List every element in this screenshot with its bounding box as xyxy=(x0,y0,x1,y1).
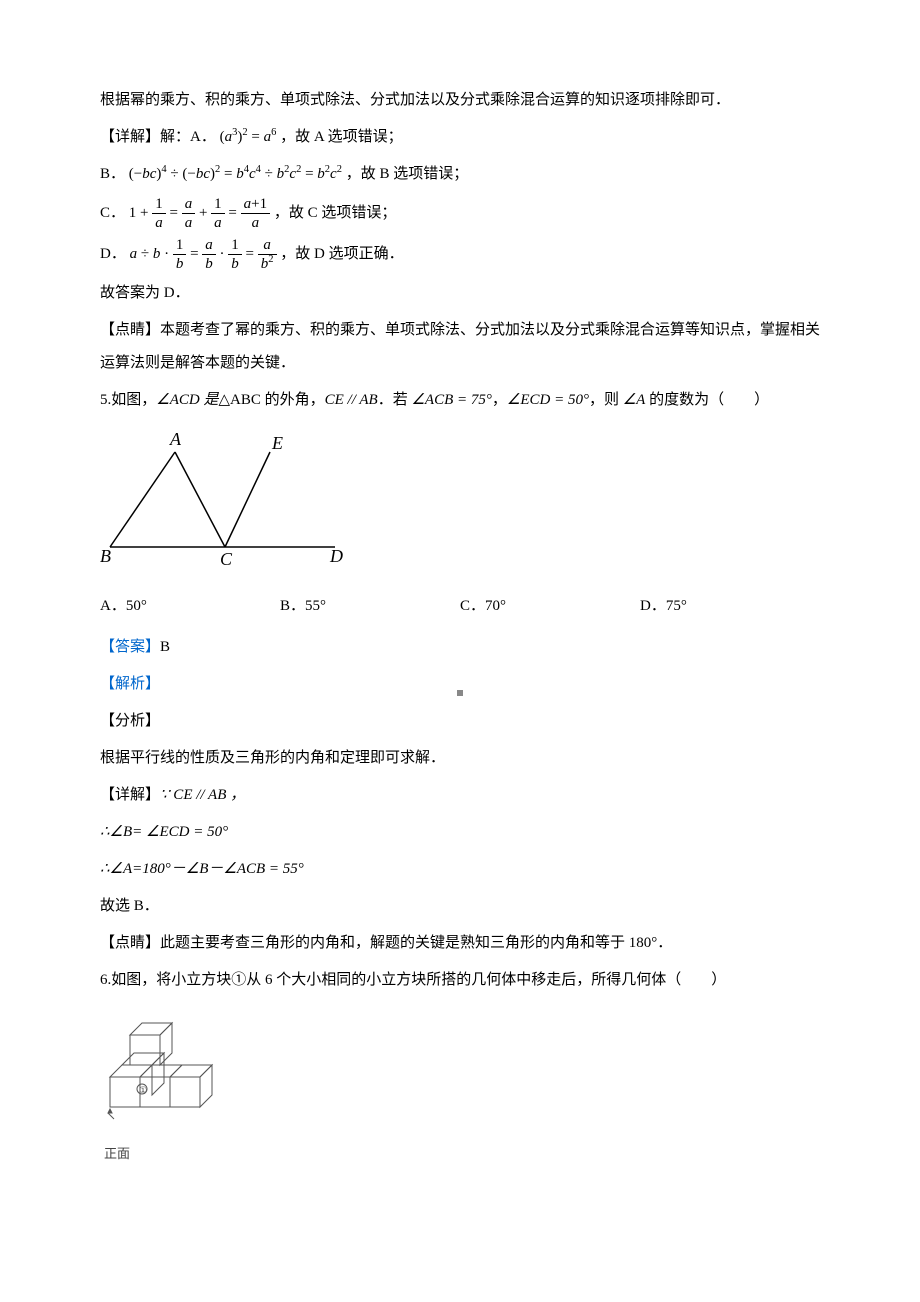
opt-b-label: B． xyxy=(280,598,305,614)
q5-p4: 的外角， xyxy=(261,392,325,408)
opt-d-value: 75° xyxy=(666,598,687,614)
q5-num: 5. xyxy=(100,392,111,408)
detail2-a: 【详解】∵ CE // AB ， xyxy=(100,779,820,812)
cube-caption: 正面 xyxy=(104,1140,820,1169)
label-e: E xyxy=(271,433,283,453)
option-a-line: 【详解】解：A． (a3)2 = a6 ，故 A 选项错误； xyxy=(100,121,820,154)
opt-b-value: 55° xyxy=(305,598,326,614)
intro-paragraph: 根据幂的乘方、积的乘方、单项式除法、分式加法以及分式乘除混合运算的知识逐项排除即… xyxy=(100,84,820,117)
q5-p3: △ABC xyxy=(218,392,260,408)
d-lead: D． xyxy=(100,246,126,262)
c-tail: ，故 C 选项错误； xyxy=(274,205,397,221)
line-ba xyxy=(110,452,175,547)
opt-a-value: 50° xyxy=(126,598,147,614)
triangle-svg: A E B C D xyxy=(100,427,360,567)
q5-p6: ．若 xyxy=(378,392,412,408)
opt-c-label: C． xyxy=(460,598,485,614)
math-c: 1 + 1a = aa + 1a = a+1a xyxy=(129,205,274,221)
opt-a-label: A． xyxy=(100,598,126,614)
detail2-b: ∴∠B= ∠ECD = 50° xyxy=(100,816,820,849)
answer-value: B xyxy=(160,639,170,655)
math-b: (−bc)4 ÷ (−bc)2 = b4c4 ÷ b2c2 = b2c2 xyxy=(129,166,342,182)
option-b-line: B． (−bc)4 ÷ (−bc)2 = b4c4 ÷ b2c2 = b2c2 … xyxy=(100,158,820,191)
cube-front-1 xyxy=(110,1077,140,1107)
question-5: 5.如图，∠ACD 是△ABC 的外角，CE // AB．若 ∠ACB = 75… xyxy=(100,384,820,417)
opt-d-label: D． xyxy=(640,598,666,614)
dianjing-1: 【点睛】本题考查了幂的乘方、积的乘方、单项式除法、分式加法以及分式乘除混合运算等… xyxy=(100,314,820,380)
q5-p7: ∠ACB = 75° xyxy=(411,392,491,408)
fenxi-label: 【分析】 xyxy=(100,713,160,729)
cube-figure: ① 正面 xyxy=(100,1007,820,1169)
line-ac xyxy=(175,452,225,547)
circle-1-text: ① xyxy=(139,1085,147,1095)
cube-svg: ① xyxy=(100,1007,250,1127)
label-b: B xyxy=(100,546,111,566)
q5-p1: 如图， xyxy=(111,392,156,408)
answer-line: 【答案】B xyxy=(100,631,820,664)
q5-p10: ，则 xyxy=(589,392,623,408)
option-c-line: C． 1 + 1a = aa + 1a = a+1a ，故 C 选项错误； xyxy=(100,195,820,232)
option-b: B．55° xyxy=(280,590,460,623)
center-marker-icon xyxy=(457,690,463,696)
analysis-label: 【解析】 xyxy=(100,676,160,692)
fenxi-text: 根据平行线的性质及三角形的内角和定理即可求解． xyxy=(100,742,820,775)
triangle-figure: A E B C D xyxy=(100,427,820,580)
q5-options: A．50° B．55° C．70° D．75° xyxy=(100,590,820,623)
cube-top-side xyxy=(160,1023,172,1065)
c-lead: C． xyxy=(100,205,125,221)
cube-top-front xyxy=(130,1035,160,1065)
q5-p11: ∠A xyxy=(623,392,646,408)
b-tail: ，故 B 选项错误； xyxy=(346,166,469,182)
so-answer: 故答案为 D． xyxy=(100,277,820,310)
analysis-line: 【解析】 xyxy=(100,668,820,701)
question-6: 6.如图，将小立方块①从 6 个大小相同的小立方块所搭的几何体中移走后，所得几何… xyxy=(100,964,820,997)
option-c: C．70° xyxy=(460,590,640,623)
b-lead: B． xyxy=(100,166,125,182)
line-ce xyxy=(225,452,270,547)
q6-text: 如图，将小立方块①从 6 个大小相同的小立方块所搭的几何体中移走后，所得几何体（… xyxy=(111,972,726,988)
detail2-d: 故选 B． xyxy=(100,890,820,923)
option-a: A．50° xyxy=(100,590,280,623)
opt-c-value: 70° xyxy=(485,598,506,614)
math-a: (a3)2 = a6 xyxy=(220,129,277,145)
q5-p5: CE // AB xyxy=(325,392,378,408)
answer-label: 【答案】 xyxy=(100,639,160,655)
q5-p9: ∠ECD = 50° xyxy=(507,392,589,408)
detail2-c: ∴∠A=180°－∠B－∠ACB = 55° xyxy=(100,853,820,886)
math-d: a ÷ b · 1b = ab · 1b = ab2 xyxy=(130,246,281,262)
cube-back-side xyxy=(152,1053,164,1095)
d-tail: ，故 D 选项正确． xyxy=(280,246,403,262)
detail-label: 【详解】解：A． xyxy=(100,129,216,145)
q6-num: 6. xyxy=(100,972,111,988)
a-tail: ，故 A 选项错误； xyxy=(280,129,403,145)
q5-p8: ， xyxy=(492,392,507,408)
detail2-label: 【详解】 xyxy=(100,787,160,803)
q5-p12: 的度数为（ ） xyxy=(645,392,769,408)
arrow-head-icon xyxy=(108,1109,112,1113)
option-d: D．75° xyxy=(640,590,820,623)
cube-front-3 xyxy=(170,1077,200,1107)
dianjing-2: 【点睛】此题主要考查三角形的内角和，解题的关键是熟知三角形的内角和等于 180°… xyxy=(100,927,820,960)
option-d-line: D． a ÷ b · 1b = ab · 1b = ab2 ，故 D 选项正确． xyxy=(100,236,820,273)
q5-p2: ∠ACD 是 xyxy=(156,392,218,408)
cube-side-3 xyxy=(200,1065,212,1107)
arrow-line xyxy=(108,1113,114,1119)
label-c: C xyxy=(220,549,233,567)
page-container: 根据幂的乘方、积的乘方、单项式除法、分式加法以及分式乘除混合运算的知识逐项排除即… xyxy=(0,0,920,1302)
label-d: D xyxy=(329,546,343,566)
label-a: A xyxy=(169,429,182,449)
fenxi-line: 【分析】 xyxy=(100,705,820,738)
d2-a: ∵ CE // AB ， xyxy=(160,787,245,803)
